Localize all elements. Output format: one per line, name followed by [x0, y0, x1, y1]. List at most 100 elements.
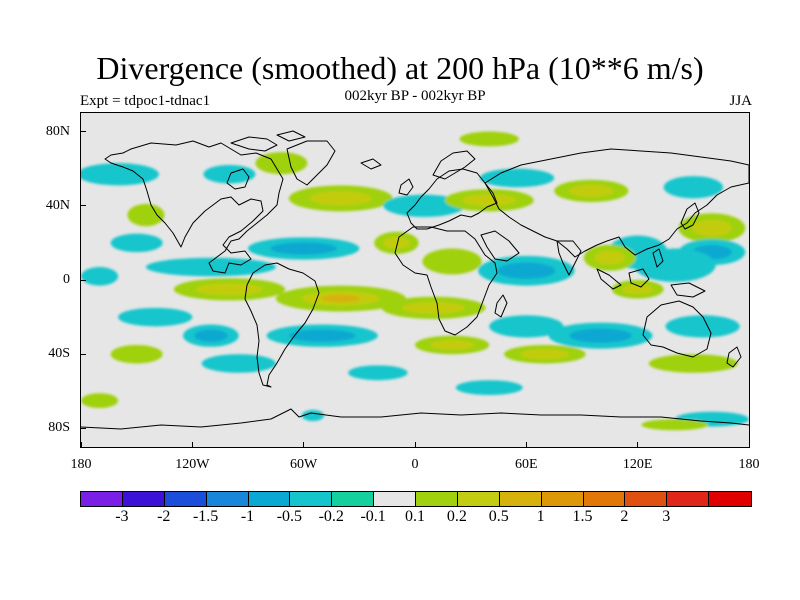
coastline-australia: [642, 300, 712, 358]
colorbar-label: 0.2: [446, 508, 467, 525]
field-blob-40: [81, 393, 119, 409]
field-blob-core-15: [594, 250, 626, 265]
field-blob-core-32: [288, 329, 356, 342]
field-blob-38: [348, 365, 408, 381]
field-blob-core-24: [196, 283, 263, 296]
colorbar-swatch: [541, 492, 584, 506]
field-blob-core-33: [429, 339, 475, 351]
divergence-map: [81, 113, 749, 447]
coastline-philippines: [652, 248, 664, 268]
field-blob-core-20: [270, 242, 338, 255]
field-blob-22: [110, 233, 163, 253]
coastline-antarctica: [81, 408, 749, 430]
coastline-scandinavia: [432, 150, 476, 180]
field-blob-core-28: [569, 328, 632, 343]
field-blob-35: [648, 354, 738, 373]
colorbar-swatch: [164, 492, 207, 506]
colorbar-label: -0.5: [276, 508, 303, 525]
field-blob-0: [459, 131, 519, 147]
colorbar-label: 0.5: [488, 508, 509, 525]
season-label: JJA: [729, 93, 752, 109]
field-blob-core-7: [462, 194, 516, 207]
colorbar-swatch: [457, 492, 500, 506]
colorbar-label: -1: [240, 508, 255, 525]
coastline-new-zealand: [726, 346, 742, 368]
x-tick-label: 180: [70, 457, 92, 472]
coastline-hudson-bay: [226, 168, 250, 190]
field-blob-1: [81, 163, 159, 186]
y-tick-label: 80N: [45, 123, 70, 139]
coastline-new-guinea: [670, 282, 706, 298]
field-blob-2: [127, 203, 165, 227]
colorbar-swatch: [416, 492, 458, 506]
colorbar-label: -3: [115, 508, 129, 525]
coastline-south-america: [244, 262, 320, 388]
colorbar-swatch: [248, 492, 291, 506]
y-tick-mark: [80, 205, 86, 207]
colorbar-swatch: [499, 492, 542, 506]
coastline-north-america: [104, 140, 284, 274]
colorbar-swatch: [625, 492, 668, 506]
coastline-madagascar: [494, 294, 508, 318]
x-tick-mark: [525, 442, 527, 448]
field-blob-42: [641, 419, 709, 431]
field-blob-core-19: [383, 236, 410, 250]
y-tick-label: 0: [63, 272, 70, 287]
field-blob-core-26: [402, 301, 465, 314]
y-tick-label: 80S: [48, 420, 70, 436]
x-tick-mark: [414, 442, 416, 448]
coastline-british-isles: [398, 178, 414, 196]
colorbar-swatch: [667, 492, 710, 506]
field-blob-18: [422, 248, 482, 275]
x-tick-label: 60E: [515, 457, 538, 472]
colorbar-swatch: [583, 492, 626, 506]
colorbar-swatch: [290, 492, 333, 506]
field-blob-8: [479, 168, 555, 188]
y-tick-label: 40S: [48, 346, 70, 362]
colorbar-label: 3: [662, 508, 671, 525]
coastline-arctic-islands: [230, 130, 306, 152]
colorbar-swatch: [709, 492, 751, 506]
colorbar-label: 1: [536, 508, 545, 525]
field-blob-core-16: [622, 284, 654, 295]
field-blob-core-17: [497, 262, 556, 279]
field-blob-43: [301, 409, 325, 422]
colorbar-label: -0.2: [318, 508, 344, 525]
y-tick-mark: [80, 131, 86, 133]
colorbar-swatch: [81, 492, 123, 506]
map-background: [81, 113, 749, 447]
x-tick-label: 120W: [175, 457, 210, 472]
colorbar-label: 1.5: [572, 508, 593, 525]
coastline-iceland: [360, 158, 382, 170]
x-tick-mark: [191, 442, 193, 448]
map-panel: [80, 112, 750, 448]
field-blob-39: [455, 380, 523, 396]
colorbar-swatch: [374, 492, 416, 506]
field-blob-10: [663, 176, 724, 199]
y-tick-label: 40N: [45, 197, 70, 213]
coastline-greenland: [286, 140, 336, 186]
field-blob-core-11: [691, 219, 732, 237]
colorbar-swatch: [206, 492, 249, 506]
coastline-africa: [394, 226, 498, 336]
colorbar-label: 0.1: [405, 508, 425, 525]
field-blob-4: [255, 151, 308, 175]
coastline-asia: [484, 148, 749, 258]
x-tick-mark: [748, 442, 750, 448]
y-tick-mark: [80, 353, 86, 355]
colorbar: [80, 491, 752, 507]
field-blob-30: [118, 307, 193, 327]
x-tick-label: 0: [411, 457, 419, 472]
field-blob-core-34: [520, 349, 570, 360]
x-tick-label: 180: [738, 457, 760, 472]
x-tick-mark: [303, 442, 305, 448]
colorbar-label: -0.1: [360, 508, 386, 525]
field-blob-23: [81, 267, 119, 286]
coastline-india: [556, 240, 582, 276]
field-blob-core-9: [569, 184, 614, 198]
plot-subtitle: 002kyr BP - 002kyr BP: [344, 88, 486, 104]
colorbar-label: 2: [620, 508, 629, 525]
field-blob-29: [665, 315, 740, 338]
field-blob-27: [489, 315, 564, 338]
field-blob-6: [383, 194, 466, 217]
